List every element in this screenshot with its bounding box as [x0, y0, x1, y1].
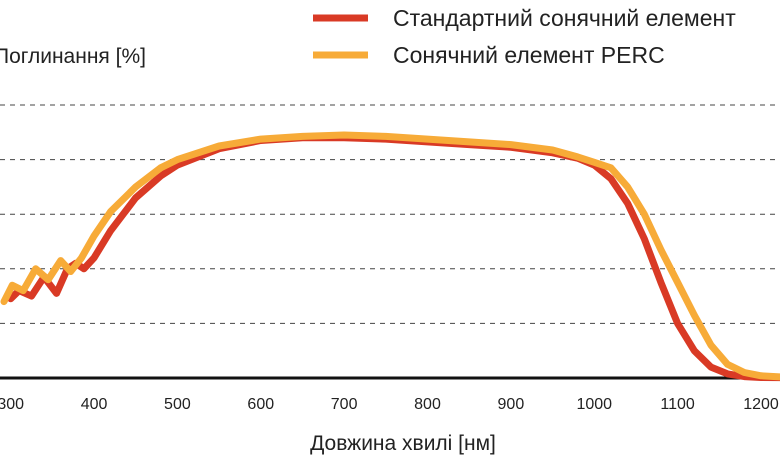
series-lines — [0, 131, 780, 382]
x-tick-label-1200: 1200 — [743, 396, 779, 413]
x-tick-label-1000: 1000 — [576, 396, 612, 413]
x-tick-label-700: 700 — [331, 396, 358, 413]
x-tick-label-900: 900 — [498, 396, 525, 413]
legend: Стандартний сонячний елемент Сонячний ел… — [313, 5, 736, 68]
x-tick-label-1100: 1100 — [660, 396, 695, 413]
x-tick-label-300: 300 — [0, 396, 24, 413]
x-tick-labels: 300 400 500 600 700 800 900 1000 1100 1200 — [0, 396, 779, 413]
legend-label-standard: Стандартний сонячний елемент — [393, 5, 736, 31]
legend-label-perc: Сонячний елемент PERC — [393, 42, 665, 68]
x-tick-label-500: 500 — [164, 396, 191, 413]
series-line-perc — [0, 131, 780, 381]
x-tick-label-400: 400 — [81, 396, 108, 413]
x-tick-label-600: 600 — [247, 396, 274, 413]
grid-lines — [0, 104, 780, 324]
y-axis-label: Поглинання [%] — [0, 45, 146, 68]
x-tick-label-800: 800 — [414, 396, 441, 413]
x-axis-label: Довжина хвилі [нм] — [310, 432, 496, 455]
